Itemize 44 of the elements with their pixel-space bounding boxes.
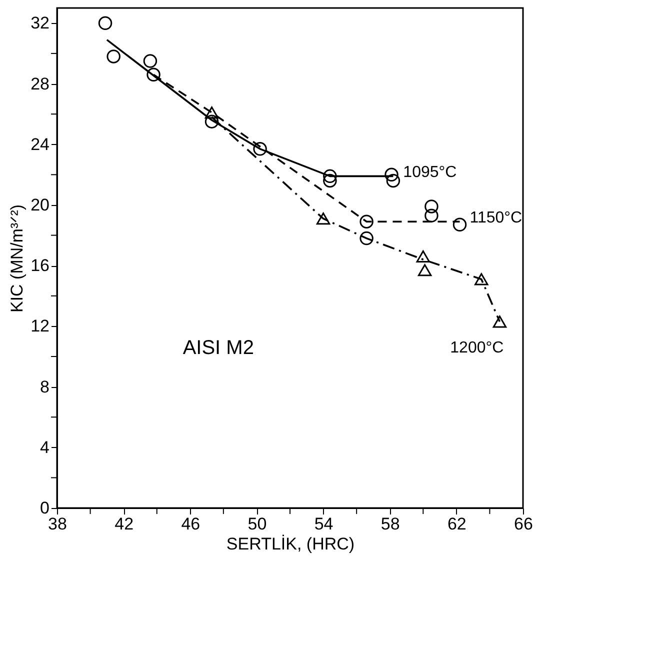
point	[492, 316, 507, 328]
point	[146, 68, 160, 82]
point	[424, 200, 438, 214]
y-tick-label: 0	[40, 498, 50, 518]
point	[474, 273, 488, 286]
point	[204, 114, 219, 128]
y-tick-label: 8	[40, 377, 50, 396]
x-tick-label: 62	[447, 514, 466, 534]
x-tick-label: 58	[380, 514, 400, 534]
point	[204, 106, 219, 119]
x-tick-label: 66	[514, 514, 533, 534]
point	[360, 231, 374, 246]
point	[323, 174, 337, 188]
y-tick-label: 28	[30, 74, 50, 94]
point	[418, 264, 432, 276]
y-tick-label: 24	[30, 134, 50, 154]
point	[253, 142, 267, 156]
y-tick-label: 32	[30, 14, 50, 33]
y-tick-label: 20	[30, 195, 50, 214]
y-tick-label: 12	[30, 316, 50, 336]
series-label: 1095°C	[403, 164, 457, 182]
series-label: 1200°C	[450, 340, 504, 357]
annotation: AISI M2	[182, 337, 254, 359]
point	[384, 168, 398, 182]
y-axis-title: KIC (MN/m³ᐟ²)	[8, 204, 27, 313]
x-axis-title: SERTLİK, (HRC)	[226, 534, 355, 554]
point	[424, 208, 438, 222]
point	[323, 169, 337, 184]
x-tick-label: 42	[114, 514, 134, 534]
x-tick-label: 54	[314, 514, 334, 534]
point	[452, 218, 467, 232]
x-tick-label: 38	[48, 514, 67, 534]
x-tick-label: 50	[248, 514, 267, 534]
series-label: 1150°C	[470, 210, 522, 227]
point	[316, 212, 330, 225]
y-tick-label: 4	[40, 438, 50, 457]
point	[386, 174, 400, 188]
point	[360, 214, 374, 228]
point	[416, 250, 430, 263]
x-tick-label: 46	[181, 514, 200, 534]
y-tick-label: 16	[30, 256, 50, 276]
point	[98, 16, 112, 30]
point	[106, 50, 120, 64]
point	[143, 54, 158, 68]
